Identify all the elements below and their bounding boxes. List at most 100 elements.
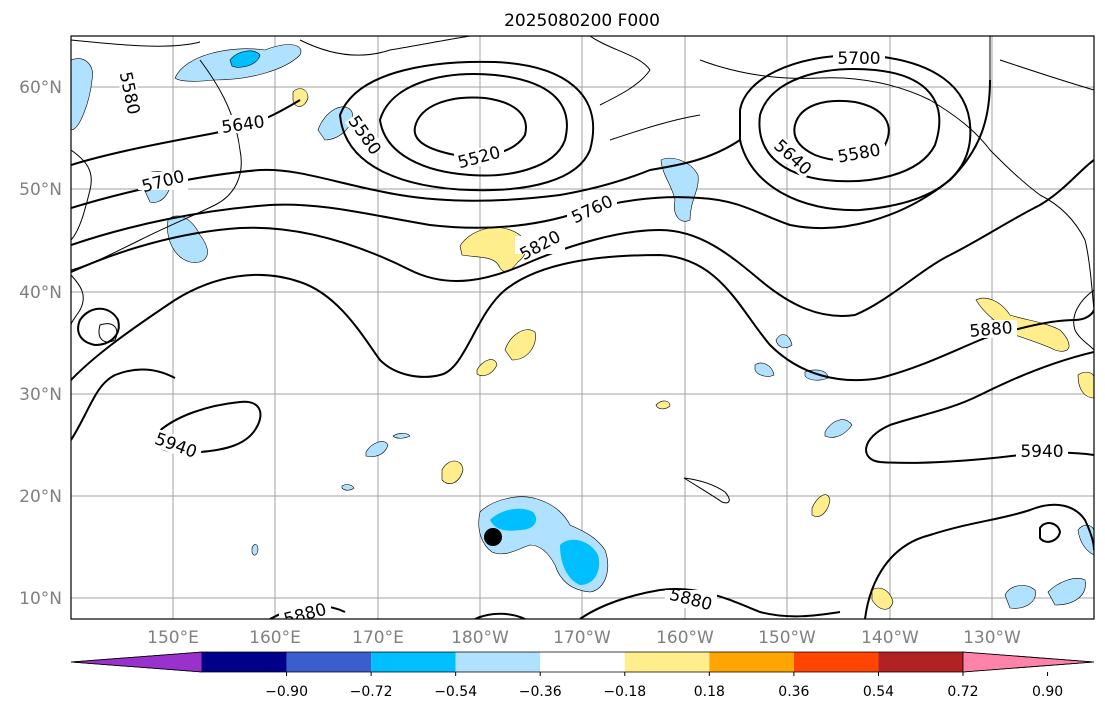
colorbar-tick-label: −0.36: [519, 684, 562, 700]
contour-small-ring-east: [1039, 522, 1062, 543]
contour-label: 5760: [569, 192, 617, 228]
colorbar-tick-label: 0.36: [778, 684, 809, 700]
colorbar-tick-label: −0.72: [350, 684, 393, 700]
negative-patch-25n: [392, 433, 411, 439]
positive-patch-30n-east: [1077, 371, 1094, 399]
contour-5580-ring-west: [378, 73, 568, 177]
positive-patch-22n: [441, 460, 464, 484]
coast-california: [1073, 289, 1094, 351]
colorbar-segment: [878, 652, 963, 672]
lat-label: 10°N: [19, 589, 62, 609]
negative-core-kamchatka: [229, 50, 261, 68]
positive-patch-35n: [504, 329, 536, 361]
island-honshu-blob: [98, 323, 118, 343]
hawaiian-islands: [683, 477, 730, 504]
lon-label: 160°E: [249, 628, 301, 648]
contour-label: 5820: [517, 227, 565, 265]
positive-patch-32n: [476, 359, 498, 376]
contour-5880-south-east: [864, 503, 1094, 619]
colorbar-segment: [286, 652, 372, 672]
coast-okhotsk: [71, 149, 92, 241]
contour-label: 5880: [969, 318, 1014, 342]
negative-patch-10n-e1: [1004, 585, 1036, 609]
coast-kamchatka-asia: [71, 39, 242, 271]
colorbar-segment: [202, 652, 287, 672]
contour-5700-ring-east: [739, 53, 972, 212]
lon-label: 160°W: [656, 628, 714, 648]
negative-patch-26n: [824, 419, 853, 438]
colorbar-segment: [709, 652, 794, 672]
colorbar-tick-label: 0.18: [694, 684, 725, 700]
contour-small-ring-west: [77, 307, 120, 347]
contour-label: 5940: [1020, 442, 1063, 462]
gridlines: [71, 36, 1094, 619]
colorbar-tick-label: 0.72: [947, 684, 978, 700]
lon-label: 150°E: [147, 628, 199, 648]
coast-alaska-canada: [699, 59, 1094, 311]
contour-5580-ring-east: [793, 99, 890, 162]
lat-label: 30°N: [19, 385, 62, 405]
contour-5700-main: [71, 139, 741, 209]
contour-label: 5580: [115, 70, 144, 116]
colorbar-extend-low: [70, 651, 203, 673]
longitude-labels: 150°E 160°E 170°E 180°W 170°W 160°W 150°…: [147, 628, 1021, 648]
contour-5940-west-edge: [71, 368, 176, 441]
lon-label: 170°E: [352, 628, 404, 648]
negative-core-storm-n: [490, 508, 537, 531]
contour-label: 5880: [282, 600, 329, 631]
colorbar-segment: [371, 652, 456, 672]
coast-alaska-west: [589, 36, 701, 141]
map-panel: 5580 5640 5580 5520 5700 5760 5820 5700 …: [71, 36, 1094, 631]
colorbar-tick-label: −0.18: [603, 684, 646, 700]
colorbar: −0.90 −0.72 −0.54 −0.36 −0.18 0.18 0.36 0.54 0.7…: [70, 651, 1095, 700]
positive-patch-28n: [655, 400, 671, 410]
lat-label: 40°N: [19, 283, 62, 303]
colorbar-extend-high: [962, 651, 1095, 673]
latitude-labels: 60°N 50°N 40°N 30°N 20°N 10°N: [19, 78, 62, 609]
colorbar-segment: [793, 652, 879, 672]
coast-canada-north: [989, 36, 1094, 91]
contour-5640-ring-east: [758, 68, 941, 183]
colorbar-segment: [455, 652, 541, 672]
colorbar-outline: [70, 651, 1095, 673]
colorbar-tick-label: −0.54: [434, 684, 477, 700]
negative-patch-west: [71, 58, 93, 131]
coast-chukotka: [299, 36, 471, 56]
negative-patch-33n: [775, 334, 793, 349]
coast-japan: [71, 274, 84, 326]
colorbar-segment: [624, 652, 710, 672]
negative-patch-160w: [660, 157, 699, 222]
negative-patch-30n-150w: [754, 362, 775, 377]
contour-5520-ring: [413, 96, 527, 158]
contour-label: 5940: [152, 429, 199, 463]
contour-5640-ring-west: [338, 60, 595, 192]
map-frame: [70, 35, 1095, 620]
negative-patch-20n-165e: [341, 484, 355, 491]
contour-5880-south-center: [474, 612, 526, 619]
lon-label: 130°W: [963, 628, 1021, 648]
contour-label: 5520: [456, 143, 503, 174]
negative-patch-24n-w: [365, 441, 389, 457]
colorbar-segment: [540, 652, 625, 672]
lon-label: 170°W: [553, 628, 611, 648]
lon-label: 150°W: [758, 628, 816, 648]
colorbar-tick-label: −0.90: [265, 684, 308, 700]
contour-5640-west: [71, 99, 301, 166]
lat-label: 20°N: [19, 487, 62, 507]
contour-label: 5880: [667, 585, 714, 616]
negative-core-storm-s: [560, 539, 600, 585]
lon-label: 180°W: [451, 628, 509, 648]
lat-label: 50°N: [19, 180, 62, 200]
coastlines: [71, 36, 1094, 504]
colorbar-tick-label: 0.54: [863, 684, 894, 700]
figure-title: 2025080200 F000: [504, 11, 660, 31]
lon-label: 140°W: [861, 628, 919, 648]
negative-patch-15n-155e: [251, 544, 259, 556]
lat-label: 60°N: [19, 78, 62, 98]
negative-patch-10n-e2: [1047, 578, 1086, 606]
storm-center-marker: [484, 528, 502, 546]
contour-5820-main: [71, 159, 1094, 317]
positive-patch-10n-140w: [871, 587, 894, 610]
contour-5880-main: [71, 253, 1094, 382]
